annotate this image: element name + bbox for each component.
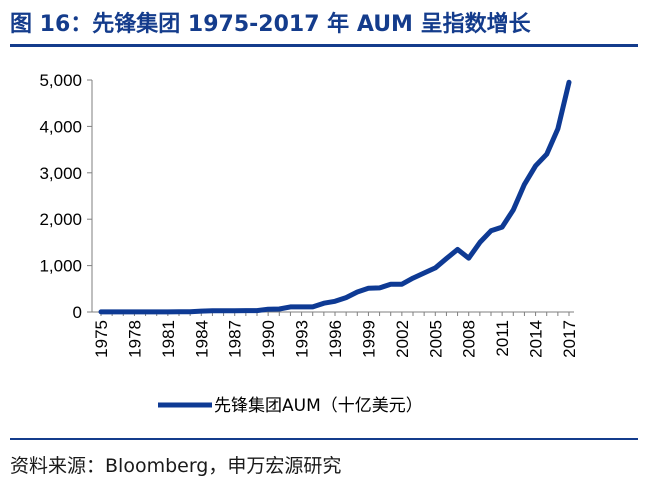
x-tick-label: 1996 [326,320,345,358]
x-tick-label: 1990 [259,320,278,358]
x-tick-label: 2014 [527,320,546,358]
y-tick-label: 1,000 [39,257,82,276]
x-tick-label: 2011 [493,320,512,357]
y-tick-label: 5,000 [39,71,82,90]
y-tick-label: 2,000 [39,210,82,229]
x-tick-label: 1981 [159,320,178,358]
chart-axes [87,79,574,316]
x-tick-label: 2017 [560,320,579,358]
y-tick-label: 4,000 [39,117,82,136]
footer-divider [10,438,638,440]
x-tick-label: 1984 [192,320,211,358]
series-line [98,79,572,315]
x-tick-label: 2008 [460,320,479,358]
x-tick-label: 1993 [293,320,312,358]
chart-title: 图 16：先锋集团 1975-2017 年 AUM 呈指数增长 [10,12,531,37]
x-tick-label: 1999 [359,320,378,358]
x-tick-label: 1987 [226,320,245,358]
x-tick-label: 1975 [92,320,111,358]
x-tick-labels: 1975 1978 1981 1984 1987 1990 1993 1996 1999 2002… [92,320,579,358]
y-tick-label: 0 [73,303,82,322]
x-tick-label: 1978 [125,320,144,358]
y-tick-label: 3,000 [39,164,82,183]
x-tick-label: 2002 [393,320,412,358]
legend: 先锋集团AUM（十亿美元） [158,396,423,416]
title-divider [10,44,638,47]
x-tick-label: 2005 [426,320,445,358]
legend-label: 先锋集团AUM（十亿美元） [214,396,423,416]
source-note: 资料来源：Bloomberg，申万宏源研究 [10,455,342,477]
series-group [98,79,572,315]
y-tick-labels: 0 1,000 2,000 3,000 4,000 5,000 [39,71,82,322]
